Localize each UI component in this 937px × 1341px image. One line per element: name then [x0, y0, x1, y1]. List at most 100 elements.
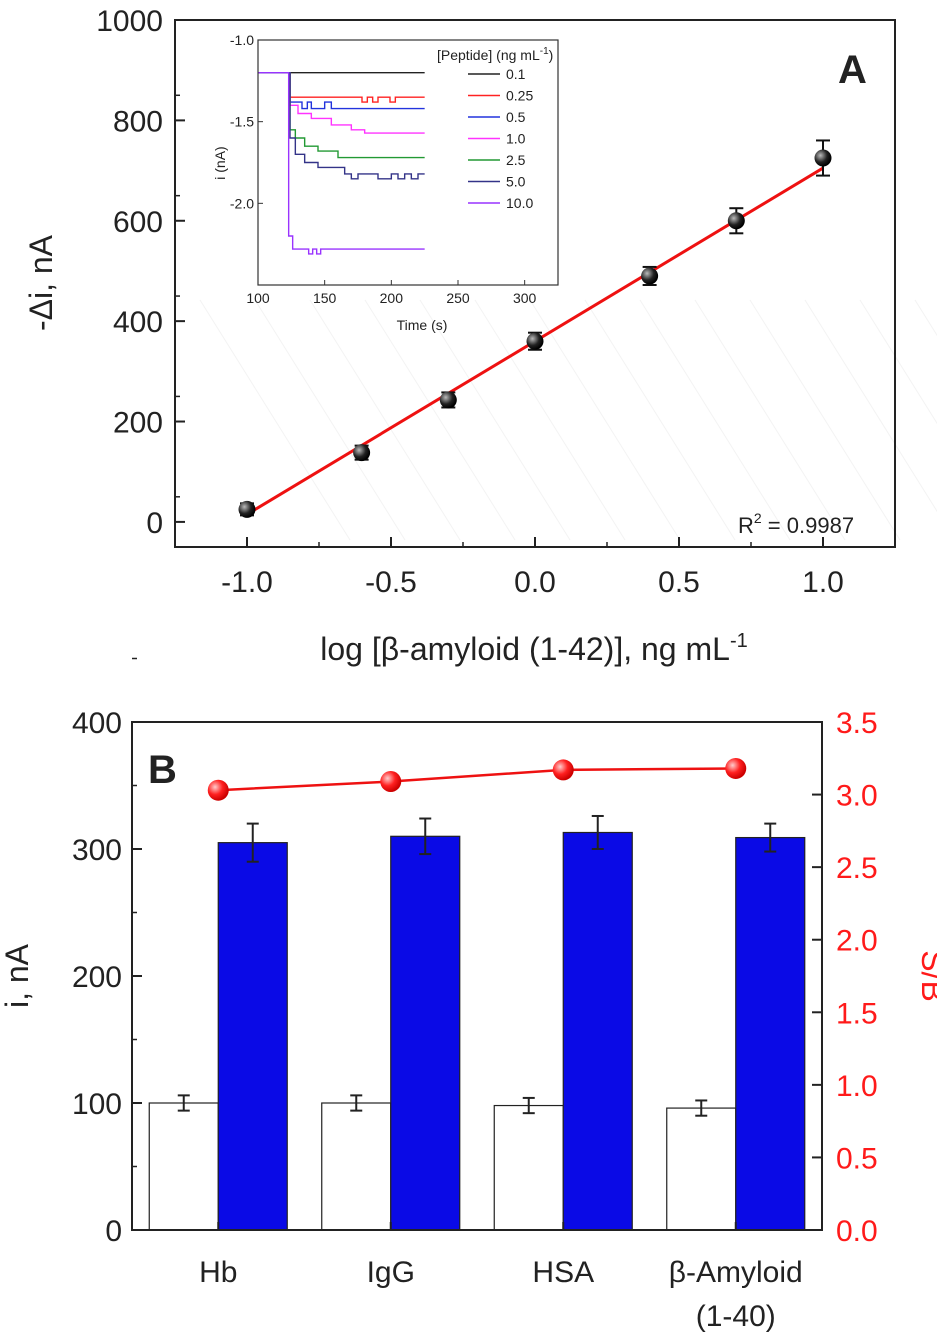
- panel-a-point: [526, 332, 544, 350]
- inset-x-tick-label: 300: [513, 290, 537, 306]
- panel-b-bars: [148, 814, 806, 1231]
- inset-frame: [257, 39, 559, 286]
- panel-a: 0 200 400 600 800 1000 -1.0 -0.5 0.0 0.5 1.0 A -Δ…: [23, 5, 937, 667]
- panel-b-left-tick-label: 0: [105, 1215, 122, 1248]
- panel-b-right-tick-label: 1.5: [836, 997, 878, 1030]
- panel-b-sb-point: [725, 757, 747, 779]
- panel-a-x-tick-label: 1.0: [802, 566, 844, 599]
- panel-a-point: [814, 149, 832, 167]
- panel-a-texture-line: [419, 299, 571, 541]
- panel-b-bar-peptide: [217, 842, 288, 1231]
- panel-a-point: [727, 212, 745, 230]
- panel-b-left-tick-label: 400: [72, 707, 122, 740]
- panel-a-texture-line: [639, 299, 791, 541]
- panel-b-bar-peptide: [390, 835, 461, 1231]
- panel-b-sb-point: [380, 771, 402, 793]
- panel-b-category-label: Hb: [199, 1256, 237, 1289]
- panel-a-y-tick-label: 1000: [96, 5, 163, 38]
- panel-b-bar-blank: [321, 1102, 392, 1231]
- panel-a-x-tick-label: 0.5: [658, 566, 700, 599]
- panel-b-left-tick-label: 300: [72, 834, 122, 867]
- panel-a-texture-line: [804, 299, 937, 513]
- panel-a-y-tick-label: 0: [146, 507, 163, 540]
- inset-y-label: i (nA): [212, 146, 228, 179]
- panel-b-category-labels: Hb IgG HSA β-Amyloid (1-40): [199, 1222, 803, 1333]
- panel-b-category-label: IgG: [367, 1256, 415, 1289]
- panel-a-y-tick-label: 200: [113, 407, 163, 440]
- panel-a-texture-line: [364, 299, 516, 541]
- inset-series-line: [258, 71, 425, 180]
- inset-series-line: [258, 71, 425, 103]
- panel-b-category-label-line2: (1-40): [696, 1300, 776, 1333]
- panel-a-y-ticks: 0 200 400 600 800 1000: [96, 5, 185, 540]
- panel-a-inset: -1.0 -1.5 -2.0 100 150 200 250 300 i (nA) Time…: [212, 32, 559, 333]
- inset-series-line: [258, 71, 425, 255]
- inset-series: [258, 71, 425, 255]
- panel-a-texture-line: [584, 299, 736, 541]
- panel-b-category-label: HSA: [532, 1256, 594, 1289]
- panel-b-category-label: β-Amyloid: [669, 1256, 803, 1289]
- panel-a-texture-line: [859, 299, 937, 425]
- inset-legend-title: [Peptide] (ng mL-1): [437, 46, 553, 63]
- inset-x-label: Time (s): [397, 317, 448, 333]
- panel-b-bar-peptide: [735, 836, 806, 1231]
- inset-x-tick-label: 150: [313, 290, 337, 306]
- panel-b-bar-blank: [493, 1104, 564, 1231]
- panel-a-y-tick-label: 400: [113, 306, 163, 339]
- panel-b: 0 100 200 300 400 0.0 0.5 1.0 1.5 2.0 2.5 3.0 3.5 H…: [0, 657, 937, 1333]
- inset-y-tick-label: -1.0: [230, 32, 254, 48]
- panel-a-y-tick-label: 600: [113, 206, 163, 239]
- panel-b-right-tick-label: 3.0: [836, 780, 878, 813]
- panel-b-bar-blank: [666, 1107, 737, 1231]
- inset-legend-label: 2.5: [506, 152, 526, 168]
- inset-legend-label: 0.5: [506, 109, 526, 125]
- panel-a-letter: A: [838, 48, 867, 92]
- inset-y-ticks: -1.0 -1.5 -2.0: [230, 32, 263, 211]
- panel-a-texture-line: [529, 299, 681, 541]
- panel-a-x-tick-label: 0.0: [514, 566, 556, 599]
- panel-a-x-label: log [β-amyloid (1-42)], ng mL-1: [320, 630, 747, 667]
- panel-b-bar-blank: [148, 1102, 219, 1231]
- panel-a-texture-line: [254, 299, 406, 541]
- panel-b-right-tick-label: 0.5: [836, 1142, 878, 1175]
- panel-b-right-tick-label: 0.0: [836, 1215, 878, 1248]
- panel-b-sb-line: [207, 757, 747, 801]
- inset-legend-label: 5.0: [506, 174, 526, 190]
- panel-b-sb-point: [207, 779, 229, 801]
- panel-a-x-ticks: -1.0 -0.5 0.0 0.5 1.0: [221, 537, 896, 599]
- panel-a-texture-line: [474, 299, 626, 541]
- panel-b-right-tick-label: 2.5: [836, 852, 878, 885]
- panel-a-texture-line: [914, 299, 937, 337]
- inset-legend-label: 1.0: [506, 131, 526, 147]
- inset-x-tick-label: 100: [246, 290, 270, 306]
- panel-a-points: [238, 139, 832, 518]
- panel-a-point: [439, 391, 457, 409]
- panel-a-texture-line: [694, 299, 846, 541]
- panel-a-texture-line: [199, 299, 351, 541]
- panel-b-right-tick-label: 3.5: [836, 707, 878, 740]
- panel-b-left-tick-label: 100: [72, 1088, 122, 1121]
- panel-a-texture-line: [749, 299, 901, 541]
- inset-x-tick-label: 200: [380, 290, 404, 306]
- panel-b-sb-point: [552, 759, 574, 781]
- panel-b-right-tick-label: 1.0: [836, 1070, 878, 1103]
- inset-legend: 0.1 0.25 0.5 1.0 2.5 5.0 10.0: [468, 66, 533, 211]
- panel-b-bar-peptide: [562, 831, 633, 1231]
- panel-a-y-label: -Δi, nA: [23, 234, 59, 331]
- panel-a-y-tick-label: 800: [113, 105, 163, 138]
- panel-b-right-ticks: 0.0 0.5 1.0 1.5 2.0 2.5 3.0 3.5: [812, 707, 878, 1248]
- inset-legend-label: 0.1: [506, 66, 526, 82]
- panel-a-texture-line: [309, 299, 461, 541]
- panel-b-sb-polyline: [218, 767, 736, 792]
- panel-a-point: [641, 267, 659, 285]
- panel-b-y-label: i, nA: [0, 943, 35, 1008]
- panel-a-point: [238, 500, 256, 518]
- panel-a-x-tick-label: -0.5: [365, 566, 417, 599]
- inset-x-ticks: 100 150 200 250 300: [246, 280, 537, 306]
- inset-legend-label: 10.0: [506, 195, 533, 211]
- panel-b-y2-label: S/B: [915, 950, 937, 1002]
- panel-b-left-tick-label: 200: [72, 961, 122, 994]
- panel-b-left-ticks: 0 100 200 300 400: [72, 657, 142, 1248]
- panel-a-point: [353, 444, 371, 462]
